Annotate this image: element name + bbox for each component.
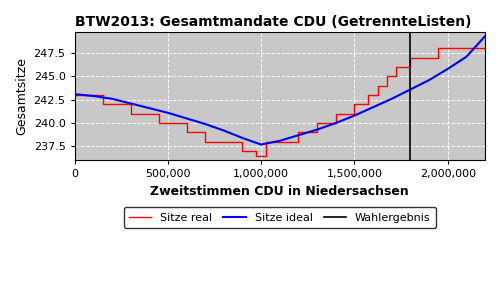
Sitze ideal [482,34,488,38]
Sitze real [333,121,339,125]
Sitze real [314,121,320,125]
Sitze real [100,93,105,97]
Sitze real [202,140,208,143]
Sitze ideal [296,134,302,137]
Sitze ideal [258,143,264,146]
Sitze ideal [221,129,227,132]
Line: Sitze real: Sitze real [74,48,485,156]
Sitze ideal [352,114,358,117]
Sitze ideal [333,121,339,125]
Sitze ideal [202,122,208,126]
Sitze real [366,93,372,97]
Sitze real [263,140,269,143]
Sitze real [128,112,134,116]
Sitze real [184,121,190,125]
Y-axis label: Gesamtsitze: Gesamtsitze [15,57,28,135]
Sitze real [202,130,208,134]
Text: BTW2013: Gesamtmandate CDU (GetrennteListen): BTW2013: Gesamtmandate CDU (GetrennteLis… [74,15,471,29]
Sitze real [422,56,428,59]
Sitze real [333,112,339,116]
Sitze real [394,65,400,69]
Sitze real [254,154,260,158]
Sitze real [314,130,320,134]
Sitze real [221,140,227,143]
Sitze ideal [109,97,115,101]
Sitze real [454,46,460,50]
Sitze ideal [90,94,96,98]
Sitze ideal [408,88,414,91]
Sitze real [240,140,246,143]
Sitze real [72,93,78,97]
Sitze ideal [277,139,283,142]
Sitze real [184,130,190,134]
Sitze real [277,140,283,143]
Sitze real [254,149,260,153]
Sitze real [394,75,400,78]
Sitze real [263,154,269,158]
Line: Sitze ideal: Sitze ideal [74,36,485,145]
Sitze ideal [426,78,432,82]
Sitze ideal [314,128,320,131]
Sitze real [374,84,380,88]
Sitze ideal [240,136,246,140]
Sitze real [374,93,380,97]
Sitze real [436,46,442,50]
Sitze real [156,112,162,116]
Sitze ideal [370,105,376,109]
Sitze real [221,140,227,143]
Sitze ideal [165,111,171,115]
Sitze real [240,149,246,153]
X-axis label: Zweitstimmen CDU in Niedersachsen: Zweitstimmen CDU in Niedersachsen [150,185,409,198]
Sitze real [366,103,372,106]
Sitze real [384,84,390,88]
Sitze real [352,103,358,106]
Sitze ideal [184,117,190,120]
Sitze ideal [388,97,394,101]
Sitze real [128,103,134,106]
Sitze ideal [146,106,152,110]
Sitze real [408,56,414,59]
Sitze real [296,140,302,143]
Sitze ideal [464,55,469,58]
Legend: Sitze real, Sitze ideal, Wahlergebnis: Sitze real, Sitze ideal, Wahlergebnis [124,207,436,228]
Sitze real [352,112,358,116]
Sitze real [454,46,460,50]
Sitze real [408,65,414,69]
Sitze real [100,103,105,106]
Sitze real [296,130,302,134]
Sitze real [384,75,390,78]
Sitze real [436,56,442,59]
Sitze real [156,121,162,125]
Sitze real [482,46,488,50]
Sitze ideal [128,102,134,105]
Sitze real [277,140,283,143]
Sitze ideal [444,67,450,71]
Sitze real [422,56,428,59]
Sitze ideal [72,92,78,96]
